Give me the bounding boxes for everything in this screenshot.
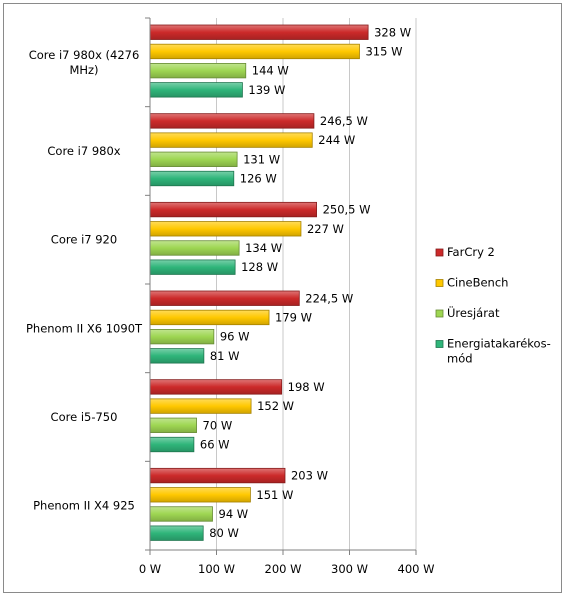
data-label: 244 W	[318, 133, 355, 147]
category-label: Core i7 980x (4276 MHz)	[29, 48, 140, 77]
bar	[149, 170, 235, 187]
bar	[149, 506, 213, 522]
legend-label: CineBench	[447, 276, 508, 290]
data-label: 66 W	[200, 438, 230, 452]
data-label: 94 W	[219, 507, 249, 521]
bar	[149, 151, 238, 167]
bar	[149, 290, 300, 306]
bar	[149, 348, 205, 364]
bar	[149, 379, 283, 395]
bar	[149, 525, 204, 541]
bar	[149, 132, 313, 148]
data-label: 96 W	[220, 330, 250, 344]
bar	[149, 417, 197, 433]
bar	[149, 309, 270, 326]
category-label: Core i5-750	[51, 410, 118, 424]
x-tick-label: 100 W	[198, 562, 235, 576]
category-label: Phenom II X4 925	[33, 499, 135, 513]
bar	[149, 201, 317, 218]
data-label: 151 W	[256, 488, 293, 502]
value-labels: 328 W 315 W 144 W 139 W 246,5 W 244 W 131 W 126…	[200, 25, 411, 540]
data-label: 203 W	[291, 469, 328, 483]
legend-swatch	[435, 309, 444, 318]
bar	[149, 328, 215, 345]
bar	[149, 82, 243, 98]
data-label: 227 W	[307, 222, 344, 236]
data-label: 126 W	[240, 172, 277, 186]
bar	[149, 259, 236, 275]
data-label: 131 W	[243, 152, 280, 166]
data-label: 179 W	[275, 310, 312, 324]
category-label: Core i7 980x	[47, 144, 120, 158]
category-label: Phenom II X6 1090T	[26, 321, 143, 335]
bar	[149, 24, 369, 40]
data-label: 139 W	[248, 83, 285, 97]
data-label: 81 W	[210, 349, 240, 363]
data-label: 198 W	[288, 380, 325, 394]
bar	[149, 63, 247, 79]
bar	[149, 467, 286, 484]
bar	[149, 487, 251, 503]
legend-swatch	[435, 279, 444, 287]
legend-label: FarCry 2	[447, 245, 495, 259]
legend-label: Energiatakarékos-mód	[447, 337, 551, 366]
data-label: 315 W	[365, 44, 402, 58]
legend-swatch	[435, 248, 444, 257]
data-label: 80 W	[209, 526, 239, 540]
data-label: 246,5 W	[320, 114, 368, 128]
bar	[149, 398, 252, 414]
legend-swatch	[435, 340, 444, 348]
data-label: 224,5 W	[305, 291, 353, 305]
bar	[149, 43, 360, 60]
data-label: 250,5 W	[323, 203, 371, 217]
data-label: 70 W	[203, 418, 233, 432]
x-tick-label: 300 W	[331, 562, 368, 576]
legend-label: Üresjárat	[447, 304, 500, 320]
axes: 0 W 100 W 200 W 300 W 400 W Core i7 980x (427…	[26, 17, 435, 576]
bar	[149, 436, 195, 453]
grid-lines	[216, 18, 417, 550]
category-label: Core i7 920	[51, 233, 117, 247]
data-label: 328 W	[374, 25, 411, 39]
legend: FarCry 2 CineBench Üresjárat Energiatakarék…	[435, 245, 551, 366]
x-tick-label: 200 W	[265, 562, 302, 576]
x-tick-label: 400 W	[398, 562, 435, 576]
bar	[149, 240, 240, 256]
bar	[149, 113, 315, 129]
bar	[149, 221, 302, 237]
bars	[149, 24, 369, 541]
x-tick-label: 0 W	[139, 562, 161, 576]
data-label: 144 W	[252, 64, 289, 78]
data-label: 134 W	[245, 241, 282, 255]
data-label: 152 W	[257, 399, 294, 413]
data-label: 128 W	[241, 260, 278, 274]
